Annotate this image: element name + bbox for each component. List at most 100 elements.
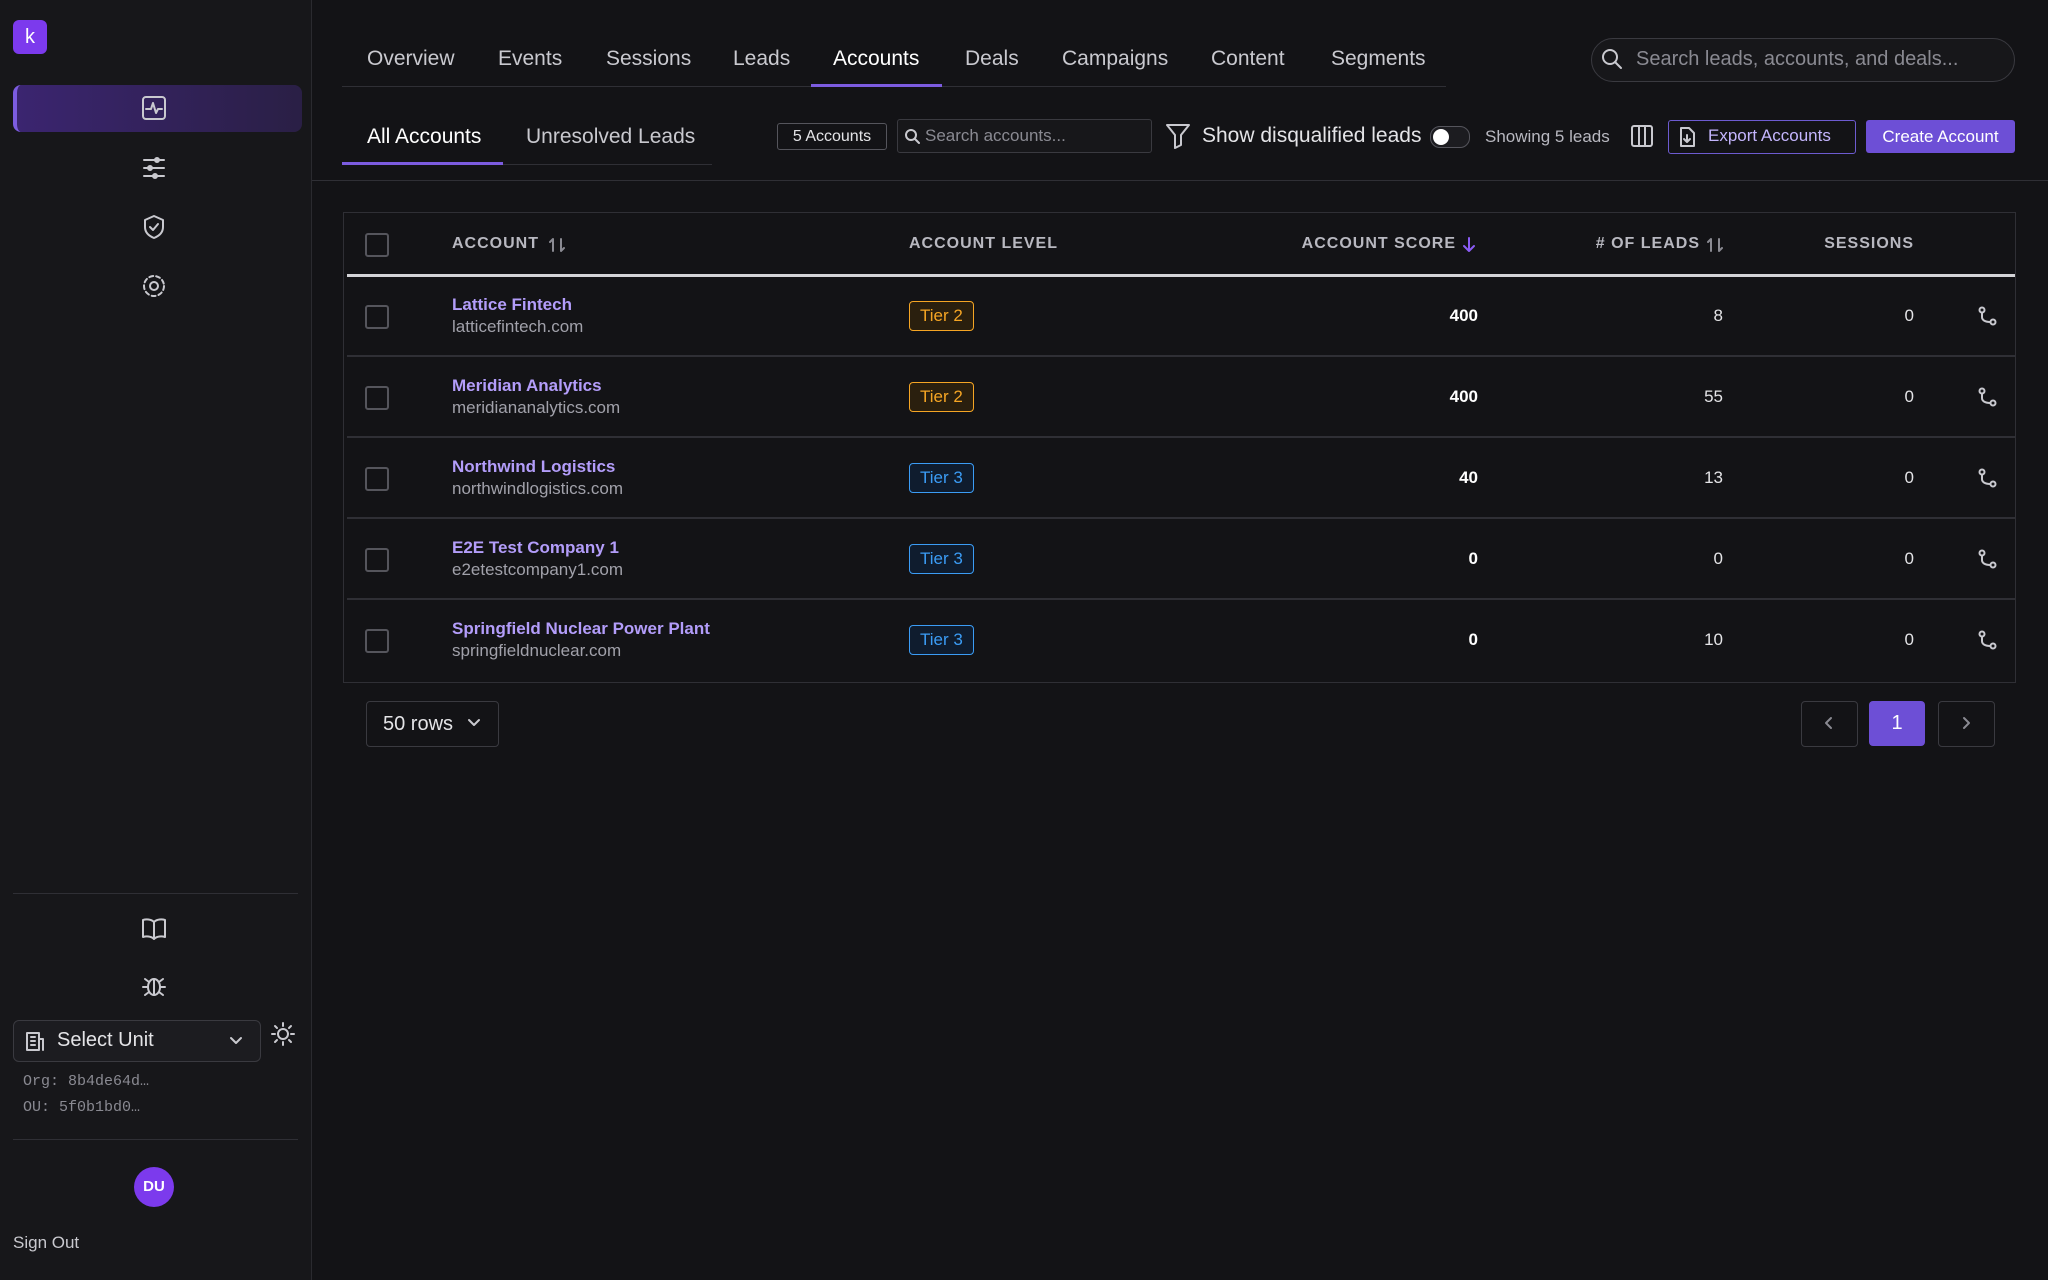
toggle[interactable] [1430, 126, 1470, 148]
subtab[interactable]: All Accounts [367, 125, 482, 148]
nav-tab[interactable]: Events [498, 47, 563, 70]
org-id: Org: 8b4de64d… [23, 1073, 150, 1090]
session-count: 0 [1904, 549, 1914, 568]
journey-icon[interactable] [1978, 630, 1998, 650]
session-count: 0 [1904, 306, 1914, 325]
ou-id: OU: 5f0b1bd0… [23, 1099, 141, 1116]
columns-icon[interactable] [1630, 124, 1654, 148]
sort-icon [549, 238, 565, 252]
lead-count: 0 [1713, 549, 1723, 568]
account-score: 400 [1449, 306, 1478, 325]
account-search[interactable] [897, 119, 1152, 153]
toggle-label: Show disqualified leads [1202, 124, 1422, 147]
account-score: 400 [1449, 387, 1478, 406]
rows-select[interactable] [366, 701, 499, 747]
account-count: 5 Accounts [777, 123, 887, 150]
chevron-left [1825, 717, 1832, 729]
avatar[interactable]: DU [134, 1167, 174, 1207]
account-domain: latticefintech.com [452, 317, 584, 336]
account-name[interactable]: Northwind Logistics [452, 457, 616, 476]
nav-tab[interactable]: Content [1211, 47, 1285, 70]
sort-desc-icon [1463, 237, 1475, 252]
current-page[interactable]: 1 [1869, 701, 1925, 746]
subtab-underline [342, 162, 503, 165]
export-button[interactable] [1668, 120, 1856, 154]
lead-count: 55 [1704, 387, 1723, 406]
account-domain: e2etestcompany1.com [452, 560, 624, 579]
nav-tab[interactable]: Deals [965, 47, 1019, 70]
prev-page[interactable] [1801, 701, 1858, 747]
chevron-down [468, 719, 480, 726]
row-divider [347, 517, 2015, 519]
search-icon [905, 129, 920, 144]
export-icon [1680, 127, 1695, 147]
account-name[interactable]: Springfield Nuclear Power Plant [452, 619, 710, 638]
journey-icon[interactable] [1978, 549, 1998, 569]
select-all-checkbox[interactable] [365, 233, 389, 257]
nav-tab[interactable]: Campaigns [1062, 47, 1169, 70]
account-domain: northwindlogistics.com [452, 479, 624, 498]
toolbar-divider [312, 180, 2048, 181]
chevron-down [230, 1037, 242, 1044]
header-divider [347, 274, 2015, 277]
building-icon [26, 1032, 44, 1051]
account-name[interactable]: Lattice Fintech [452, 295, 572, 314]
nav-active-underline [811, 84, 942, 87]
row-divider [347, 598, 2015, 600]
select-unit[interactable] [13, 1020, 261, 1062]
shield-icon[interactable] [141, 214, 167, 240]
showing-count: Showing 5 leads [1485, 127, 1610, 146]
column-header[interactable]: # OF LEADS [1595, 235, 1700, 252]
tier-badge: Tier 3 [909, 544, 974, 574]
row-checkbox[interactable] [365, 548, 389, 572]
account-name[interactable]: Meridian Analytics [452, 376, 602, 395]
docs-icon[interactable] [141, 916, 167, 942]
sidebar [0, 0, 312, 1280]
column-header: ACCOUNT LEVEL [909, 235, 1058, 252]
create-button[interactable]: Create Account [1866, 120, 2015, 153]
theme-toggle[interactable] [270, 1021, 296, 1047]
subtab[interactable]: Unresolved Leads [526, 125, 696, 148]
tier-badge: Tier 2 [909, 301, 974, 331]
row-divider [347, 355, 2015, 357]
row-checkbox[interactable] [365, 467, 389, 491]
nav-tab[interactable]: Overview [367, 47, 455, 70]
bug-icon[interactable] [141, 972, 167, 998]
lead-count: 10 [1704, 630, 1723, 649]
row-checkbox[interactable] [365, 305, 389, 329]
logo: k [13, 20, 47, 54]
nav-tab[interactable]: Leads [733, 47, 791, 70]
sliders-icon[interactable] [141, 155, 167, 181]
table [343, 212, 2016, 683]
column-header[interactable]: ACCOUNT [452, 235, 539, 252]
journey-icon[interactable] [1978, 468, 1998, 488]
nav-tab[interactable]: Segments [1331, 47, 1426, 70]
account-name[interactable]: E2E Test Company 1 [452, 538, 619, 557]
rows-select-label: 50 rows [383, 713, 454, 735]
filter-icon[interactable] [1164, 122, 1192, 150]
lead-count: 13 [1704, 468, 1723, 487]
global-search-placeholder: Search leads, accounts, and deals... [1636, 48, 1959, 70]
next-page[interactable] [1938, 701, 1995, 747]
settings-icon[interactable] [141, 273, 167, 299]
select-unit-label: Select Unit [57, 1029, 154, 1051]
tier-badge: Tier 3 [909, 625, 974, 655]
column-header[interactable]: ACCOUNT SCORE [1301, 235, 1456, 252]
journey-icon[interactable] [1978, 306, 1998, 326]
row-checkbox[interactable] [365, 386, 389, 410]
activity-icon[interactable] [141, 95, 167, 121]
row-checkbox[interactable] [365, 629, 389, 653]
account-score: 0 [1468, 630, 1478, 649]
nav-tab[interactable]: Accounts [833, 47, 920, 70]
account-domain: meridiananalytics.com [452, 398, 621, 417]
export-label: Export Accounts [1708, 126, 1831, 145]
search-icon [1602, 49, 1622, 69]
global-search[interactable] [1591, 38, 2015, 82]
session-count: 0 [1904, 630, 1914, 649]
account-score: 0 [1468, 549, 1478, 568]
journey-icon[interactable] [1978, 387, 1998, 407]
sign-out[interactable]: Sign Out [13, 1233, 80, 1252]
column-header: SESSIONS [1824, 235, 1914, 252]
nav-tab[interactable]: Sessions [606, 47, 692, 70]
